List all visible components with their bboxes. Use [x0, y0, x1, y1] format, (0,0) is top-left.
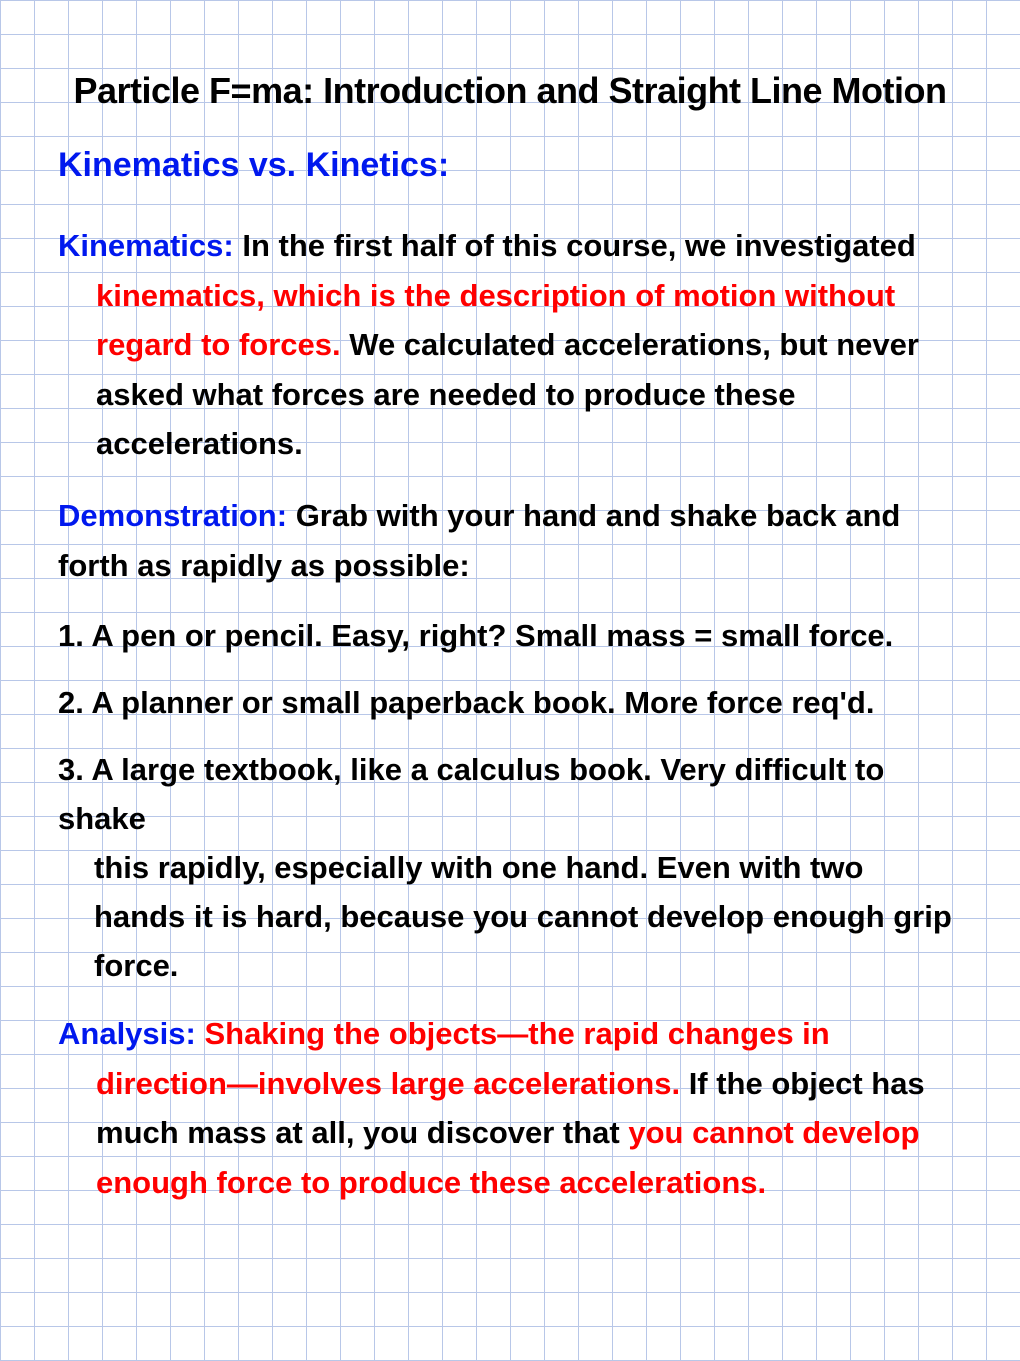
analysis-label: Analysis: — [58, 1016, 204, 1051]
kinematics-lead: In the first half of this course, we inv… — [242, 228, 916, 263]
list-item-3-first: 3. A large textbook, like a calculus boo… — [58, 752, 884, 836]
section-heading: Kinematics vs. Kinetics: — [58, 146, 962, 185]
demonstration-label: Demonstration: — [58, 498, 296, 533]
demonstration-paragraph: Demonstration: Grab with your hand and s… — [58, 491, 962, 590]
page-title: Particle F=ma: Introduction and Straight… — [58, 70, 962, 112]
kinematics-paragraph: Kinematics: In the first half of this co… — [58, 221, 962, 469]
list-item-2: 2. A planner or small paperback book. Mo… — [58, 679, 962, 728]
list-item-3-rest: this rapidly, especially with one hand. … — [58, 844, 962, 991]
list-item-1: 1. A pen or pencil. Easy, right? Small m… — [58, 612, 962, 661]
list-item-3: 3. A large textbook, like a calculus boo… — [58, 746, 962, 991]
analysis-red2: direction—involves large accelerations. — [96, 1066, 689, 1101]
kinematics-label: Kinematics: — [58, 228, 242, 263]
slide-content: Particle F=ma: Introduction and Straight… — [0, 0, 1020, 1269]
analysis-paragraph: Analysis: Shaking the objects—the rapid … — [58, 1009, 962, 1207]
analysis-red1: Shaking the objects—the rapid changes in — [204, 1016, 829, 1051]
